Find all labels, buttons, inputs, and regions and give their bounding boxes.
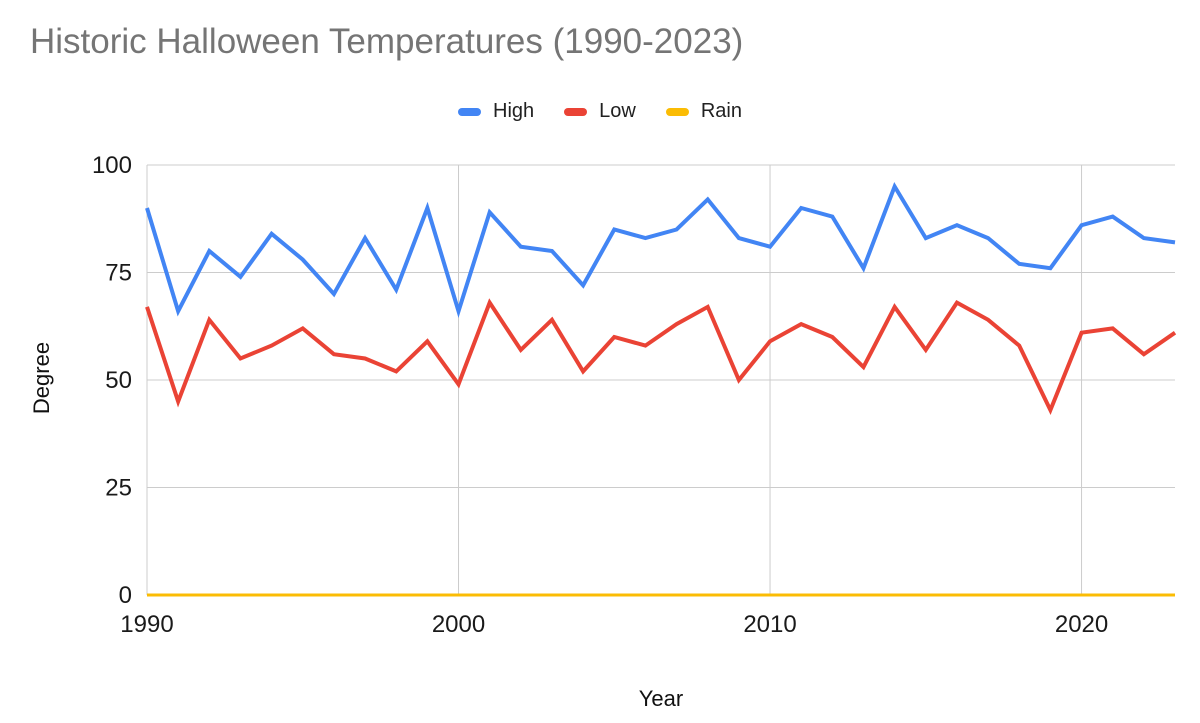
chart-legend: High Low Rain [0, 100, 1200, 123]
gridlines [146, 164, 1175, 596]
series-lines [145, 181, 1177, 597]
high-series-swatch [458, 107, 481, 116]
x-tick-label-2010: 2010 [743, 611, 796, 638]
tick-labels: 0 25 50 75 100 1990 2000 2010 2020 [92, 152, 1108, 638]
high-series-line [145, 181, 1176, 318]
y-axis-title: Degree [29, 341, 54, 415]
y-tick-label-0: 0 [119, 582, 132, 609]
legend-item-high: High [458, 100, 534, 123]
legend-item-low: Low [564, 100, 636, 123]
legend-item-rain: Rain [665, 100, 742, 123]
legend-label-high: High [493, 100, 535, 122]
x-axis-title: Year [638, 686, 684, 711]
rain-series-swatch [665, 107, 689, 116]
x-tick-label-2000: 2000 [432, 611, 485, 638]
low-series-line [145, 298, 1177, 416]
low-series-swatch [564, 107, 588, 116]
y-tick-label-50: 50 [105, 367, 132, 394]
x-tick-label-1990: 1990 [120, 611, 173, 638]
y-tick-label-25: 25 [105, 475, 132, 502]
y-tick-label-100: 100 [92, 152, 132, 179]
legend-label-rain: Rain [700, 100, 742, 122]
x-tick-label-2020: 2020 [1055, 611, 1108, 638]
chart-title: Historic Halloween Temperatures (1990-20… [30, 22, 744, 61]
y-tick-label-75: 75 [105, 260, 132, 287]
legend-label-low: Low [599, 100, 636, 122]
